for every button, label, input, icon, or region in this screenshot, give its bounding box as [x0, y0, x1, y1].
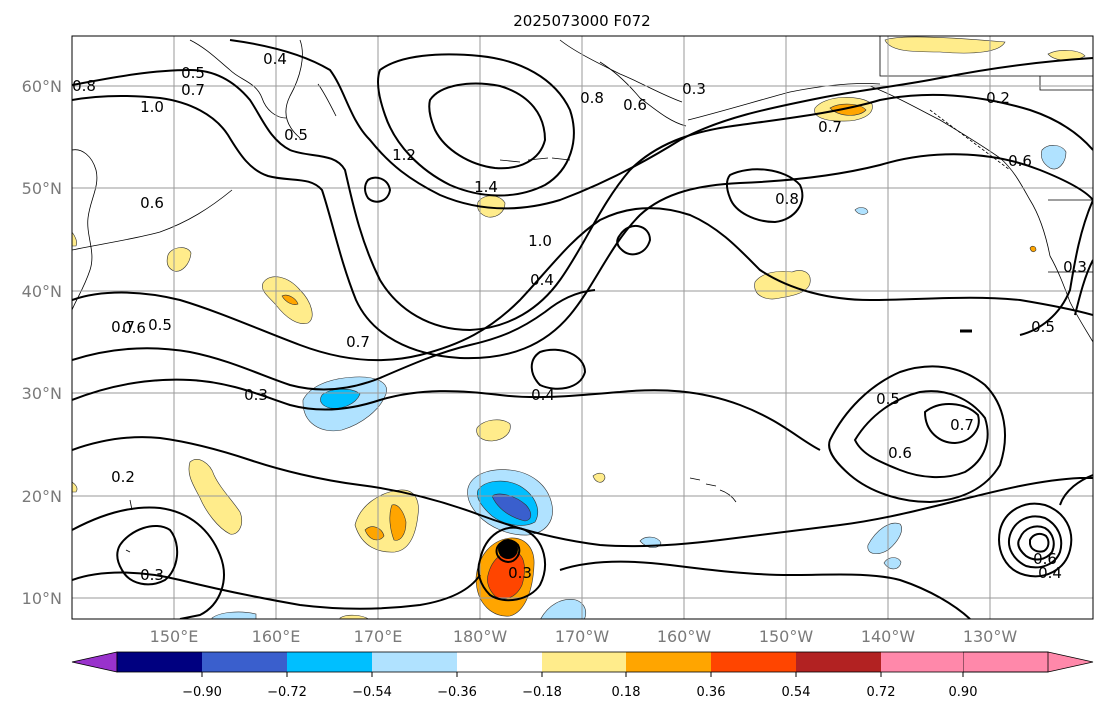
lon-label: 170°E [354, 627, 403, 646]
map-title: 2025073000 F072 [513, 12, 650, 30]
contour-label: 0.2 [986, 89, 1010, 107]
colorbar-segment [711, 652, 796, 672]
gridlines [72, 36, 1093, 619]
lat-label: 40°N [22, 282, 62, 301]
contour-label: 0.7 [111, 318, 135, 336]
lon-label: 170°W [555, 627, 610, 646]
contour-label: 0.5 [148, 316, 172, 334]
colorbar-tick-label: −0.18 [522, 685, 562, 700]
contour-label: 0.5 [181, 64, 205, 82]
colorbar-segment [202, 652, 287, 672]
colorbar-extend-left [71, 651, 118, 673]
contour-label: 0.3 [508, 564, 532, 582]
contour-label: 0.6 [140, 194, 164, 212]
contour-label: 0.8 [775, 190, 799, 208]
contour-label: 0.6 [1033, 550, 1057, 568]
lon-label: 160°E [252, 627, 301, 646]
contour-label: 0.7 [346, 333, 370, 351]
contour-label: 1.2 [392, 146, 416, 164]
contour-label: 0.3 [140, 566, 164, 584]
colorbar-segment [287, 652, 372, 672]
lat-label: 30°N [22, 384, 62, 403]
colorbar: −0.90 −0.72 −0.54 −0.36 −0.18 0.18 0.36 … [71, 651, 1094, 700]
lon-label: 140°W [861, 627, 916, 646]
contour-label: 0.2 [111, 468, 135, 486]
colorbar-tick-label: 0.36 [697, 685, 726, 700]
contour-label: 0.6 [1008, 152, 1032, 170]
lon-axis-labels: 150°E 160°E 170°E 180°W 170°W 160°W 150°… [150, 627, 1018, 646]
contour-label: 0.4 [531, 386, 555, 404]
lat-label: 60°N [22, 77, 62, 96]
contour-label: 0.4 [1038, 564, 1062, 582]
contour-label: 0.5 [876, 390, 900, 408]
colorbar-tick-label: −0.72 [267, 685, 307, 700]
contour-label: 0.6 [623, 96, 647, 114]
colorbar-segment [372, 652, 457, 672]
colorbar-tick-label: 0.90 [949, 685, 978, 700]
contour-label: 0.6 [122, 319, 146, 337]
contour-label: 1.4 [474, 178, 498, 196]
contour-label: 0.7 [950, 416, 974, 434]
colorbar-segment [626, 652, 711, 672]
contour-label: 0.3 [244, 386, 268, 404]
contour-label: 0.8 [72, 77, 96, 95]
storm-center-marker [498, 329, 972, 559]
lat-axis-labels: 60°N 50°N 40°N 30°N 20°N 10°N [22, 77, 62, 608]
contour-label: 0.7 [818, 118, 842, 136]
colorbar-segment [457, 652, 542, 672]
contour-label: 0.3 [682, 80, 706, 98]
contour-lines [72, 39, 1093, 619]
lon-label: 150°E [150, 627, 199, 646]
colorbar-tick-label: 0.72 [867, 685, 896, 700]
colorbar-tick-label: 0.54 [782, 685, 811, 700]
lat-label: 50°N [22, 179, 62, 198]
colorbar-tick-label: −0.54 [352, 685, 392, 700]
colorbar-extend-right [962, 651, 1094, 673]
colorbar-tick-label: −0.90 [182, 685, 222, 700]
contour-label: 0.4 [530, 271, 554, 289]
lon-label: 130°W [963, 627, 1018, 646]
lat-label: 10°N [22, 589, 62, 608]
colorbar-tick-label: 0.18 [612, 685, 641, 700]
contour-label: 0.5 [1031, 318, 1055, 336]
lon-label: 150°W [759, 627, 814, 646]
colorbar-segment [542, 652, 626, 672]
contour-line-labels: 0.4 0.5 0.7 0.8 1.0 0.5 0.6 1.2 1.4 0.8 … [72, 50, 1087, 584]
contour-label: 0.6 [888, 444, 912, 462]
colorbar-segment [881, 652, 963, 672]
colorbar-segment [117, 652, 202, 672]
contour-label: 1.0 [140, 98, 164, 116]
contour-label: 0.5 [284, 126, 308, 144]
contour-label: 0.7 [181, 81, 205, 99]
contour-label: 1.0 [528, 232, 552, 250]
plot-frame [71, 35, 1094, 620]
lon-label: 160°W [657, 627, 712, 646]
contour-label: 0.4 [263, 50, 287, 68]
map-plot-area: 0.4 0.5 0.7 0.8 1.0 0.5 0.6 1.2 1.4 0.8 … [72, 36, 1093, 619]
contour-label: 0.3 [1063, 258, 1087, 276]
contour-label: 0.8 [580, 89, 604, 107]
lat-label: 20°N [22, 487, 62, 506]
colorbar-tick-label: −0.36 [437, 685, 477, 700]
colorbar-segment [796, 652, 881, 672]
lon-label: 180°W [453, 627, 508, 646]
